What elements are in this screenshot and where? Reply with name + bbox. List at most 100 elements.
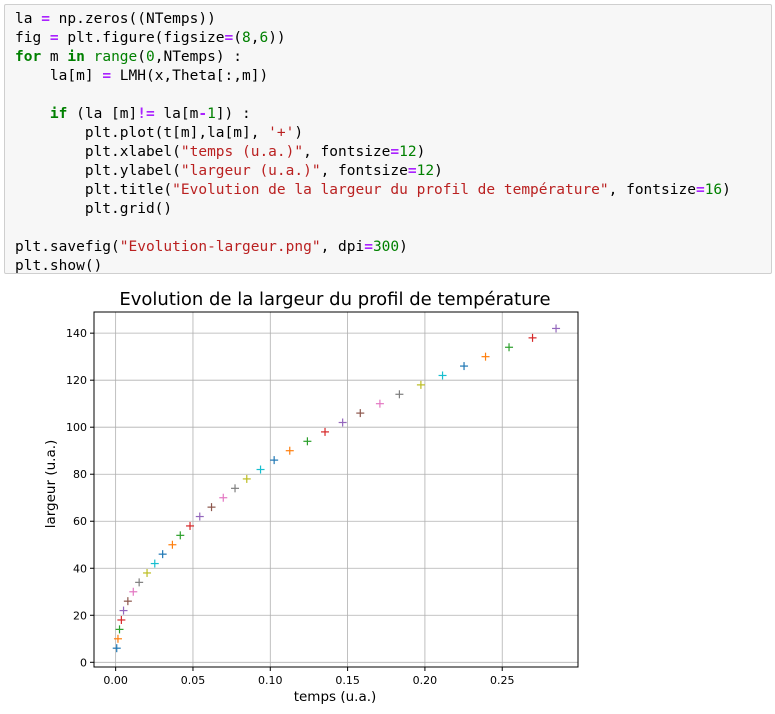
- code-token: la[m: [154, 106, 199, 122]
- code-cell-input[interactable]: la = np.zeros((NTemps)) fig = plt.figure…: [4, 4, 772, 274]
- code-line: plt.title("Evolution de la largeur du pr…: [15, 182, 731, 198]
- y-tick-label: 0: [80, 656, 87, 669]
- data-point-marker: [219, 493, 228, 502]
- data-point-marker: [168, 540, 177, 549]
- code-token: plt.show(): [15, 258, 103, 274]
- code-token: plt.title(: [15, 182, 173, 198]
- code-token: fig: [15, 30, 50, 46]
- x-tick-label: 0.20: [413, 674, 438, 687]
- data-point-marker: [505, 343, 514, 352]
- data-point-marker: [242, 474, 251, 483]
- chart-title: Evolution de la largeur du profil de tem…: [119, 289, 550, 310]
- data-point-marker: [119, 606, 128, 615]
- code-token: 0: [146, 49, 155, 65]
- y-tick-label: 20: [73, 609, 87, 622]
- data-point-marker: [123, 597, 132, 606]
- code-token: =: [224, 30, 234, 46]
- data-point-marker: [158, 550, 167, 559]
- data-point-marker: [256, 465, 265, 474]
- y-tick-label: 40: [73, 562, 87, 575]
- y-tick-label: 80: [73, 468, 87, 481]
- code-line: la = np.zeros((NTemps)): [15, 11, 216, 27]
- data-point-marker: [285, 446, 294, 455]
- data-point-marker: [438, 371, 447, 380]
- code-token: , fontsize: [303, 144, 391, 160]
- code-token: ,: [250, 30, 260, 46]
- code-token: !=: [137, 106, 155, 122]
- code-token: LMH(x,Theta[:,m]): [111, 68, 269, 84]
- x-tick-label: 0.10: [258, 674, 283, 687]
- code-token: 16: [704, 182, 723, 198]
- code-token: ): [434, 163, 443, 179]
- data-point-marker: [481, 352, 490, 361]
- code-line: plt.savefig("Evolution-largeur.png", dpi…: [15, 239, 408, 255]
- code-token: m: [41, 49, 68, 65]
- code-token: for: [15, 49, 42, 65]
- data-point-marker: [270, 456, 279, 465]
- code-token: (: [137, 49, 146, 65]
- code-token: =: [407, 163, 417, 179]
- code-editor[interactable]: la = np.zeros((NTemps)) fig = plt.figure…: [15, 10, 731, 276]
- x-axis-label: temps (u.a.): [294, 689, 377, 705]
- code-line: plt.grid(): [15, 201, 172, 217]
- code-line: fig = plt.figure(figsize=(8,6)): [15, 30, 286, 46]
- data-point-marker: [356, 409, 365, 418]
- code-token: , dpi: [320, 239, 365, 255]
- code-token: plt.figure(figsize: [58, 30, 225, 46]
- x-tick-label: 0.05: [181, 674, 206, 687]
- data-point-marker: [129, 587, 138, 596]
- data-point-marker: [321, 427, 330, 436]
- data-point-marker: [143, 568, 152, 577]
- code-token: plt.xlabel(: [15, 144, 181, 160]
- code-token: , fontsize: [320, 163, 408, 179]
- code-line: plt.show(): [15, 258, 102, 274]
- code-token: )): [268, 30, 286, 46]
- data-point-marker: [303, 437, 312, 446]
- code-token: =: [102, 68, 112, 84]
- code-token: ]) :: [215, 106, 251, 122]
- data-point-marker: [150, 559, 159, 568]
- data-point-marker: [117, 615, 126, 624]
- plot-area-frame: [93, 311, 579, 668]
- code-token: ): [416, 144, 426, 160]
- y-tick-label: 140: [66, 327, 87, 340]
- x-tick-label: 0.00: [103, 674, 128, 687]
- y-axis-label: largeur (u.a.): [43, 440, 59, 529]
- code-token: =: [364, 239, 373, 255]
- code-token: , fontsize: [608, 182, 696, 198]
- code-token: =: [390, 144, 400, 160]
- code-token: (la [m]: [67, 106, 138, 122]
- code-line: la[m] = LMH(x,Theta[:,m]): [15, 68, 268, 84]
- y-tick-label: 60: [73, 515, 87, 528]
- code-token: plt.grid(): [15, 201, 173, 217]
- data-point-marker: [231, 484, 240, 493]
- code-token: ,NTemps) :: [154, 49, 243, 65]
- code-token: '+': [268, 125, 295, 141]
- data-point-marker: [338, 418, 347, 427]
- cell-output: Evolution de la largeur du profil de tem…: [0, 278, 775, 709]
- x-tick-label: 0.15: [335, 674, 360, 687]
- data-point-marker: [113, 634, 122, 643]
- code-token: =: [49, 30, 59, 46]
- code-token: 300: [372, 239, 400, 255]
- code-token: np.zeros((NTemps)): [49, 11, 216, 27]
- code-token: =: [41, 11, 50, 27]
- code-token: if: [49, 106, 68, 122]
- x-tick-label: 0.25: [490, 674, 515, 687]
- data-point-marker: [416, 380, 425, 389]
- code-token: ): [722, 182, 731, 198]
- code-token: plt.ylabel(: [15, 163, 181, 179]
- code-token: la: [15, 11, 42, 27]
- y-tick-label: 100: [66, 421, 87, 434]
- code-line: if (la [m]!= la[m-1]) :: [15, 106, 251, 122]
- data-point-marker: [528, 333, 537, 342]
- code-token: "largeur (u.a.)": [180, 163, 321, 179]
- chart-figure: Evolution de la largeur du profil de tem…: [43, 289, 579, 705]
- code-token: [85, 49, 94, 65]
- data-point-marker: [395, 390, 404, 399]
- code-token: "temps (u.a.)": [180, 144, 304, 160]
- code-token: 8: [242, 30, 251, 46]
- code-token: -: [198, 106, 208, 122]
- data-point-marker: [375, 399, 384, 408]
- code-token: "Evolution-largeur.png": [119, 239, 321, 255]
